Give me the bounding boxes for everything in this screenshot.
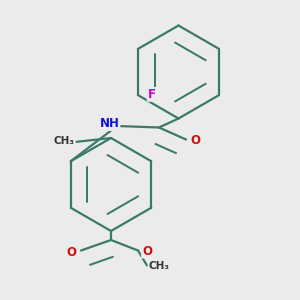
Text: CH₃: CH₃ <box>54 136 75 146</box>
Text: O: O <box>66 245 76 259</box>
Text: F: F <box>148 88 156 101</box>
Text: NH: NH <box>100 117 119 130</box>
Text: CH₃: CH₃ <box>148 261 170 272</box>
Text: O: O <box>190 134 200 148</box>
Text: O: O <box>142 244 152 258</box>
